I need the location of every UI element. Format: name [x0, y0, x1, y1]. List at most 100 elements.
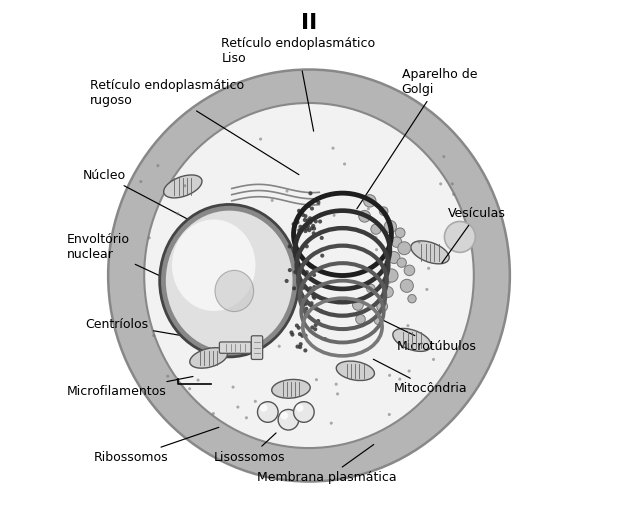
Ellipse shape	[290, 333, 294, 337]
Ellipse shape	[311, 231, 316, 235]
Ellipse shape	[300, 283, 304, 287]
Ellipse shape	[393, 329, 431, 351]
Ellipse shape	[439, 182, 442, 185]
Text: Núcleo: Núcleo	[82, 168, 219, 235]
Ellipse shape	[148, 236, 151, 239]
Ellipse shape	[312, 285, 316, 289]
Ellipse shape	[388, 374, 391, 377]
Ellipse shape	[330, 422, 333, 425]
Ellipse shape	[307, 302, 310, 305]
Ellipse shape	[288, 268, 292, 272]
Text: Envoltório
nuclear: Envoltório nuclear	[67, 233, 163, 277]
Ellipse shape	[387, 281, 391, 284]
Text: Microtúbulos: Microtúbulos	[384, 320, 476, 353]
Ellipse shape	[303, 229, 308, 233]
Ellipse shape	[254, 400, 257, 403]
Ellipse shape	[319, 309, 323, 313]
Ellipse shape	[300, 263, 304, 267]
Ellipse shape	[371, 224, 381, 234]
Ellipse shape	[388, 251, 400, 264]
Ellipse shape	[108, 70, 510, 482]
Ellipse shape	[245, 416, 248, 419]
Text: Retículo endoplasmático
Liso: Retículo endoplasmático Liso	[221, 38, 376, 131]
Ellipse shape	[298, 278, 303, 282]
Ellipse shape	[314, 219, 318, 224]
Ellipse shape	[316, 319, 320, 323]
Ellipse shape	[297, 275, 302, 279]
Ellipse shape	[299, 265, 303, 269]
Ellipse shape	[310, 207, 314, 211]
Ellipse shape	[400, 279, 413, 293]
Text: Lisossomos: Lisossomos	[214, 433, 286, 464]
Ellipse shape	[360, 298, 363, 301]
Ellipse shape	[391, 237, 402, 247]
Ellipse shape	[172, 219, 255, 311]
Ellipse shape	[308, 264, 313, 268]
Ellipse shape	[396, 228, 405, 237]
Text: Vesículas: Vesículas	[442, 207, 506, 263]
Ellipse shape	[312, 273, 316, 277]
Ellipse shape	[297, 325, 301, 330]
Ellipse shape	[379, 207, 388, 215]
Ellipse shape	[377, 301, 387, 312]
Ellipse shape	[318, 231, 322, 235]
Ellipse shape	[307, 204, 311, 208]
Ellipse shape	[305, 270, 309, 274]
Text: II: II	[301, 13, 317, 33]
Ellipse shape	[313, 327, 317, 331]
Ellipse shape	[300, 334, 305, 338]
Text: Retículo endoplasmático
rugoso: Retículo endoplasmático rugoso	[90, 79, 299, 175]
Ellipse shape	[305, 244, 309, 248]
Ellipse shape	[303, 348, 307, 352]
Ellipse shape	[310, 325, 315, 330]
Ellipse shape	[316, 200, 321, 204]
Ellipse shape	[258, 402, 278, 422]
Ellipse shape	[352, 300, 363, 310]
Ellipse shape	[304, 307, 308, 311]
Ellipse shape	[407, 324, 410, 327]
Ellipse shape	[297, 228, 302, 232]
Ellipse shape	[308, 220, 313, 225]
Ellipse shape	[398, 242, 411, 255]
Text: Mitocôndria: Mitocôndria	[373, 359, 468, 396]
Ellipse shape	[292, 222, 295, 226]
Ellipse shape	[190, 348, 227, 368]
Ellipse shape	[296, 404, 303, 412]
Ellipse shape	[308, 191, 313, 195]
Ellipse shape	[308, 286, 313, 290]
Ellipse shape	[303, 214, 308, 218]
Ellipse shape	[387, 413, 391, 416]
Ellipse shape	[183, 184, 186, 187]
Ellipse shape	[302, 271, 305, 275]
Ellipse shape	[188, 387, 191, 390]
Ellipse shape	[295, 345, 300, 349]
Text: Microfilamentos: Microfilamentos	[67, 376, 193, 398]
Ellipse shape	[278, 409, 298, 430]
Ellipse shape	[306, 218, 310, 222]
Ellipse shape	[159, 204, 298, 357]
Ellipse shape	[305, 227, 309, 231]
Ellipse shape	[295, 220, 300, 225]
Ellipse shape	[408, 369, 411, 372]
Ellipse shape	[152, 334, 155, 337]
Ellipse shape	[281, 412, 288, 419]
Ellipse shape	[311, 224, 315, 228]
Ellipse shape	[236, 405, 239, 408]
Ellipse shape	[384, 220, 397, 233]
Ellipse shape	[300, 281, 305, 285]
Ellipse shape	[301, 303, 305, 307]
Ellipse shape	[408, 295, 416, 303]
Ellipse shape	[359, 211, 370, 222]
Ellipse shape	[272, 380, 310, 398]
Ellipse shape	[331, 147, 334, 150]
Ellipse shape	[144, 103, 474, 448]
Ellipse shape	[427, 267, 430, 270]
Ellipse shape	[301, 283, 305, 287]
Ellipse shape	[298, 345, 302, 349]
Ellipse shape	[139, 180, 142, 183]
Text: Ribossomos: Ribossomos	[94, 427, 219, 464]
Ellipse shape	[310, 301, 313, 305]
Ellipse shape	[385, 269, 398, 282]
Ellipse shape	[336, 392, 339, 396]
Ellipse shape	[310, 226, 314, 230]
